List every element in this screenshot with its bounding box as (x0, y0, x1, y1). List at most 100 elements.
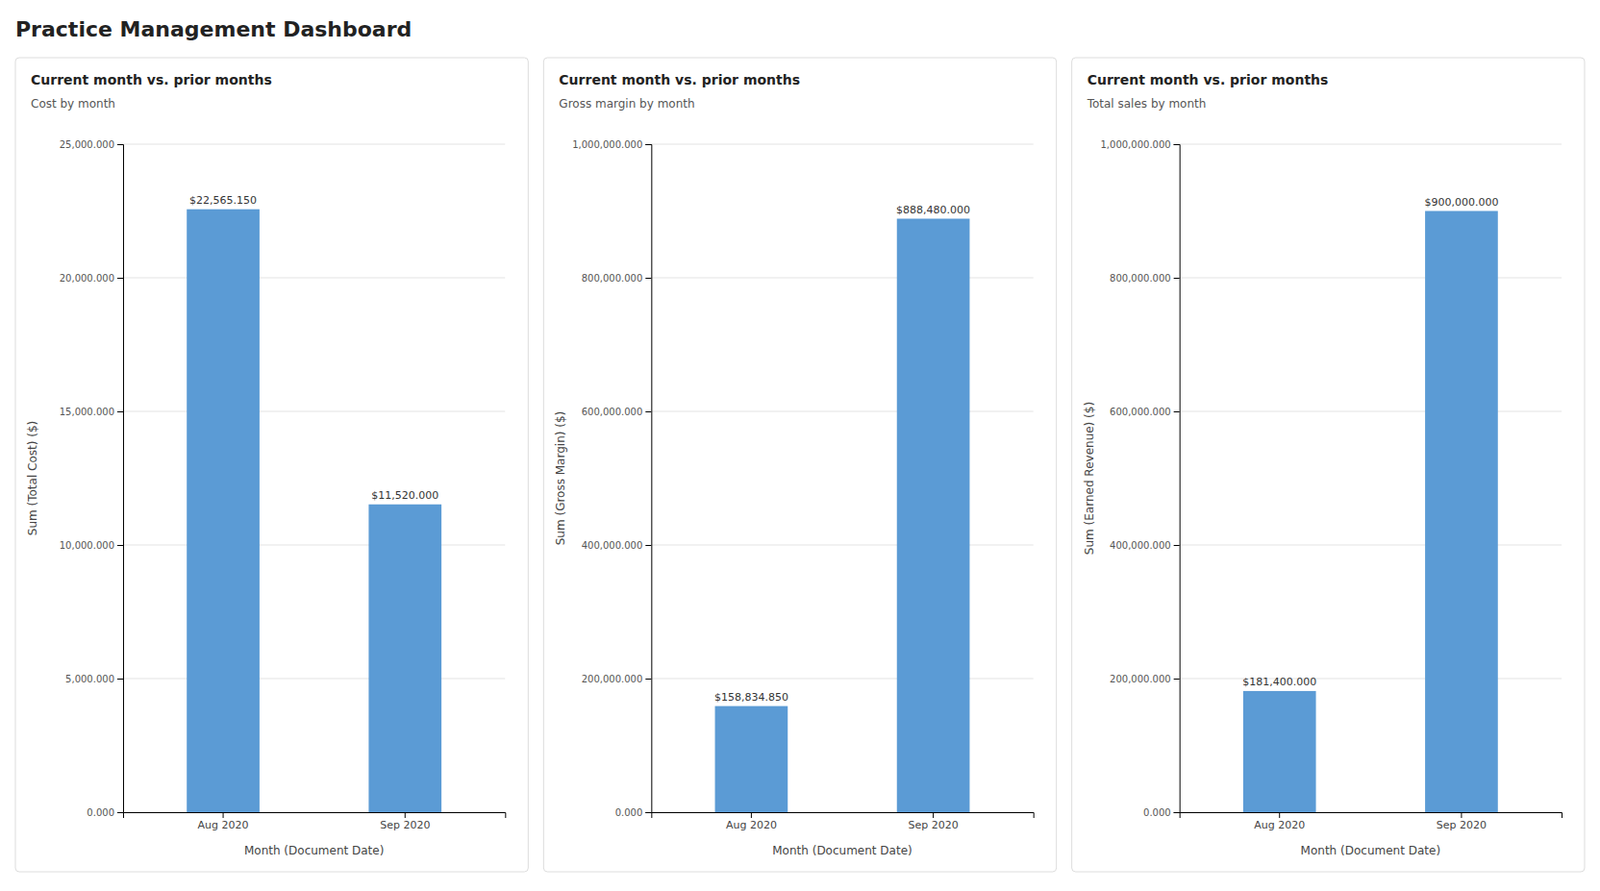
tick-label: 800,000.000 (1109, 273, 1172, 284)
tick-label: 0.000 (86, 807, 115, 819)
bars (1243, 211, 1499, 814)
tick-mark (1174, 812, 1180, 814)
tick-mark (645, 144, 651, 146)
y-tick: 800,000.000 (1109, 273, 1180, 284)
tick-mark (1278, 812, 1280, 819)
tick-mark (1174, 144, 1180, 146)
grid (123, 144, 505, 813)
tick-mark (1174, 277, 1180, 279)
y-tick: 1,000,000.000 (572, 139, 651, 150)
grid-line (1179, 277, 1562, 279)
grid-line (1179, 144, 1562, 146)
y-tick: 20,000.000 (59, 273, 124, 284)
chart-title: Current month vs. prior months (558, 72, 800, 88)
tick-mark (1174, 678, 1180, 680)
tick-label: 200,000.000 (581, 674, 644, 685)
chart-subtitle: Gross margin by month (558, 97, 695, 111)
y-tick: 0.000 (86, 807, 124, 819)
y-axis-title: Sum (Earned Revenue) ($) (1082, 401, 1097, 555)
grid-line (1179, 545, 1562, 547)
tick-mark (645, 812, 651, 814)
data-label: $181,400.000 (1242, 675, 1317, 689)
y-tick: 5,000.000 (65, 674, 124, 685)
tick-label: 1,000,000.000 (572, 139, 643, 150)
x-axis: Aug 2020 Sep 2020 (1179, 812, 1562, 832)
y-tick: 600,000.000 (1109, 406, 1180, 418)
bar (1243, 691, 1317, 813)
tick-label: 400,000.000 (1109, 540, 1172, 551)
y-tick: 600,000.000 (581, 406, 652, 418)
tick-mark (1460, 812, 1462, 819)
tick-mark (117, 678, 124, 680)
tick-label: 200,000.000 (1109, 674, 1172, 685)
grid-line (123, 144, 505, 146)
x-axis: Aug 2020 Sep 2020 (124, 812, 506, 832)
tick-label: 15,000.000 (59, 406, 115, 418)
tick-label: 600,000.000 (581, 406, 644, 418)
card-background (15, 57, 528, 873)
x-tick: Aug 2020 (725, 812, 777, 832)
x-tick: Aug 2020 (1253, 812, 1305, 832)
axis-line (651, 813, 1034, 820)
tick-mark (645, 678, 651, 680)
page-title: Practice Management Dashboard (15, 17, 412, 42)
tick-label: 600,000.000 (1109, 406, 1172, 418)
tick-label: Aug 2020 (198, 819, 250, 832)
grid (1179, 144, 1562, 813)
grid-line (123, 545, 505, 547)
chart-title: Current month vs. prior months (30, 72, 273, 88)
tick-label: 0.000 (1143, 807, 1172, 819)
data-label: $888,480.000 (896, 203, 971, 217)
data-labels: $158,834.850$888,480.000 (714, 203, 971, 704)
tick-mark (645, 545, 651, 547)
y-tick: 15,000.000 (59, 406, 124, 418)
data-label: $11,520.000 (371, 489, 439, 502)
tick-label: Sep 2020 (379, 819, 430, 832)
y-axis: 0.000 5,000.000 10,000.000 15,000.000 20,000… (59, 139, 125, 819)
bar (368, 504, 442, 813)
tick-label: 1,000,000.000 (1100, 139, 1171, 150)
y-axis-title: Sum (Gross Margin) ($) (553, 411, 568, 547)
y-axis: 0.000 200,000.000 400,000.000 600,000.000 80… (572, 139, 652, 819)
tick-label: Sep 2020 (907, 819, 958, 832)
x-tick: Sep 2020 (379, 812, 430, 832)
y-tick: 200,000.000 (581, 674, 652, 685)
chart-subtitle: Total sales by month (1086, 97, 1207, 111)
chart-card: Current month vs. prior months Cost by mo… (15, 57, 528, 873)
tick-mark (117, 144, 124, 146)
axis-line (1179, 813, 1562, 820)
y-tick: 400,000.000 (581, 540, 652, 551)
grid-line (123, 411, 505, 413)
tick-label: 10,000.000 (59, 540, 115, 551)
tick-mark (932, 812, 934, 819)
tick-mark (1174, 411, 1180, 413)
y-tick: 400,000.000 (1109, 540, 1180, 551)
y-tick: 10,000.000 (59, 540, 124, 551)
bar (715, 706, 789, 813)
y-tick: 25,000.000 (59, 139, 124, 150)
grid-line (650, 411, 1033, 413)
data-labels: $22,565.150$11,520.000 (189, 194, 439, 502)
axis-line (645, 145, 652, 814)
bars (186, 209, 442, 813)
grid-line (123, 277, 505, 279)
tick-mark (117, 411, 124, 413)
data-labels: $181,400.000$900,000.000 (1242, 196, 1499, 689)
x-tick: Sep 2020 (1436, 812, 1487, 832)
grid-line (1179, 678, 1562, 680)
grid-line (650, 545, 1033, 547)
tick-label: Aug 2020 (725, 819, 777, 832)
grid-line (650, 678, 1033, 680)
bars (715, 219, 971, 813)
x-axis-title: Month (Document Date) (244, 844, 384, 858)
axis-line (124, 813, 506, 820)
y-tick: 0.000 (1143, 807, 1180, 819)
tick-label: Sep 2020 (1436, 819, 1487, 832)
chart-card: Current month vs. prior monthsTotal sale… (1072, 57, 1585, 873)
tick-label: 20,000.000 (59, 273, 115, 284)
y-tick: 0.000 (615, 807, 652, 819)
y-tick: 800,000.000 (581, 273, 652, 284)
grid-line (650, 144, 1033, 146)
chart-subtitle: Cost by month (30, 97, 116, 111)
plot-area: 0.000 5,000.000 10,000.000 15,000.000 20,000… (25, 139, 506, 858)
